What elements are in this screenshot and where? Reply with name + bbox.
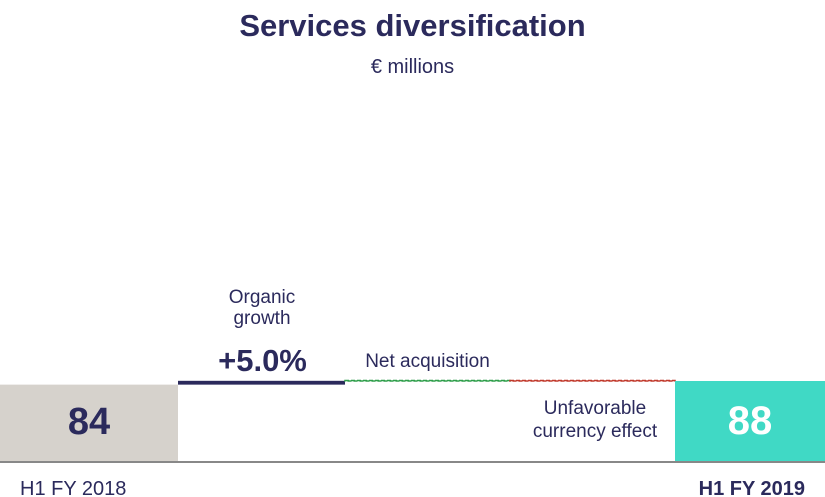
total-bar bbox=[675, 381, 825, 461]
step-bar bbox=[509, 379, 676, 382]
category-label: H1 FY 2018 bbox=[20, 478, 127, 497]
category-label: Net acquisition bbox=[365, 351, 490, 372]
step-bar bbox=[178, 380, 345, 385]
chart-subtitle: € millions bbox=[370, 56, 455, 78]
category-label: Unfavorable currency effect bbox=[532, 398, 658, 442]
value-label: 84 bbox=[67, 401, 111, 443]
value-label: 88 bbox=[727, 399, 773, 443]
category-label: Organic growth bbox=[228, 287, 296, 329]
step-bar bbox=[344, 379, 511, 382]
total-bar bbox=[0, 384, 178, 461]
category-label: H1 FY 2019 bbox=[698, 478, 805, 497]
annotation: +5.0% bbox=[218, 343, 307, 378]
chart-title: Services diversification bbox=[239, 8, 586, 43]
